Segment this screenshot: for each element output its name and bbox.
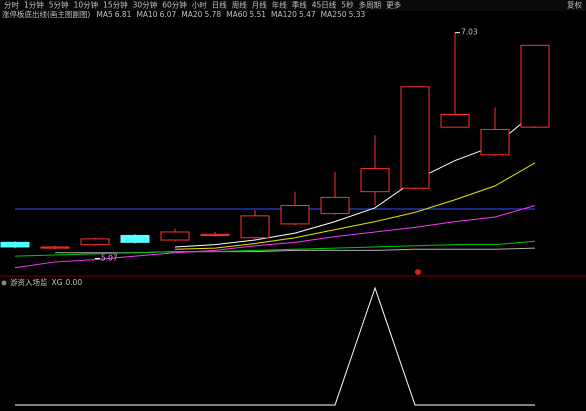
toolbar-tab[interactable]: 月线 bbox=[252, 0, 267, 10]
toolbar-tab[interactable]: 周线 bbox=[232, 0, 247, 10]
legend-name: MA20 bbox=[181, 10, 202, 19]
toolbar-tab[interactable]: 日线 bbox=[212, 0, 227, 10]
legend-value: 6.81 bbox=[115, 10, 132, 19]
candle-body bbox=[320, 196, 350, 215]
annotation: 7.03 bbox=[461, 28, 478, 37]
legend-name: MA60 bbox=[226, 10, 247, 19]
candle-body bbox=[400, 86, 430, 189]
toolbar-tab[interactable]: 1分钟 bbox=[24, 0, 44, 10]
toolbar-tab[interactable]: 5秒 bbox=[341, 0, 354, 10]
candle-body bbox=[440, 113, 470, 128]
legend-value: 0.00 bbox=[65, 278, 82, 287]
ma-line bbox=[174, 111, 536, 248]
candle-body bbox=[360, 168, 390, 193]
toolbar-right[interactable]: 复权 bbox=[567, 0, 582, 10]
legend-name: MA10 bbox=[136, 10, 157, 19]
toolbar-tab[interactable]: 15分钟 bbox=[103, 0, 128, 10]
candle-body bbox=[240, 215, 270, 239]
candle-body bbox=[520, 44, 550, 128]
toolbar-tab[interactable]: 季线 bbox=[292, 0, 307, 10]
pane-icon bbox=[1, 280, 7, 286]
candle-body bbox=[40, 246, 70, 249]
ma-line bbox=[14, 240, 536, 257]
pane-title: 游资入场监 bbox=[10, 277, 48, 287]
toolbar-tab[interactable]: 年线 bbox=[272, 0, 287, 10]
toolbar-bg bbox=[0, 0, 586, 11]
toolbar-tab[interactable]: 10分钟 bbox=[74, 0, 99, 10]
toolbar-tab[interactable]: 30分钟 bbox=[133, 0, 158, 10]
toolbar-tab[interactable]: 60分钟 bbox=[162, 0, 187, 10]
legend-name: XG bbox=[52, 278, 63, 287]
annotation: 5.07 bbox=[101, 253, 118, 262]
legend-value: 5.47 bbox=[299, 10, 316, 19]
legend-name: MA250 bbox=[321, 10, 347, 19]
ma-line bbox=[174, 162, 536, 250]
candle-body bbox=[200, 233, 230, 236]
legend-value: 5.78 bbox=[204, 10, 221, 19]
candle-body bbox=[280, 204, 310, 225]
candle-body bbox=[480, 128, 510, 156]
toolbar-tab[interactable]: 多周期 bbox=[359, 0, 382, 10]
candle-body bbox=[160, 231, 190, 241]
toolbar-tab[interactable]: 5分钟 bbox=[49, 0, 69, 10]
pane-title: 涨停板底出线(画主图副图) bbox=[2, 9, 90, 19]
candle-body bbox=[120, 234, 150, 243]
legend-value: 6.07 bbox=[160, 10, 177, 19]
toolbar-tab[interactable]: 分时 bbox=[4, 0, 19, 10]
toolbar-tab[interactable]: 45日线 bbox=[312, 0, 337, 10]
legend-name: MA5 bbox=[96, 10, 113, 19]
legend-value: 5.51 bbox=[249, 10, 266, 19]
candle-body bbox=[0, 241, 30, 248]
ma-line bbox=[15, 286, 535, 406]
ma-line bbox=[14, 205, 536, 269]
toolbar-tab[interactable]: 更多 bbox=[386, 0, 401, 10]
legend-name: MA120 bbox=[271, 10, 297, 19]
signal-icon bbox=[415, 269, 421, 275]
toolbar-tab[interactable]: 小时 bbox=[192, 0, 207, 10]
legend-value: 5.33 bbox=[349, 10, 366, 19]
candle-body bbox=[80, 238, 110, 246]
